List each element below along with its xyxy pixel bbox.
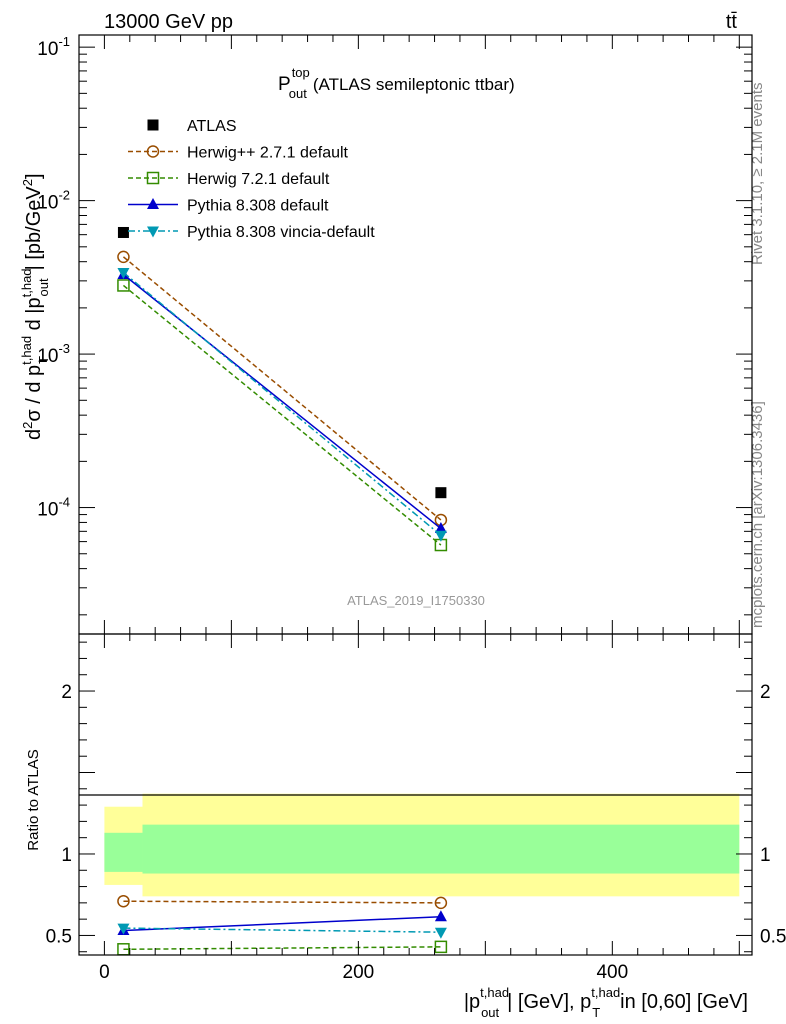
main-y-tick-label: 10-2 [37,188,70,214]
plot-title: Ptop out (ATLAS semileptonic ttbar) [278,65,515,101]
main-line-herwig-2-7-1-default [122,256,442,521]
ratio-line-pythia-8-308-default [123,915,441,932]
legend-label-atlas: ATLAS [187,118,237,135]
ratio-x-tick-label: 400 [596,962,628,983]
main-point-pythia-8-308-default [434,522,447,534]
ratio-line-pythia-8-308-vincia-default [123,927,441,933]
ratio-line-herwig-7-2-1-default [123,946,441,951]
legend-marker-pythia-8-308-default [147,198,159,209]
ratio-band-layer [104,793,740,897]
ratio-ylabel: Ratio to ATLAS [25,749,42,850]
main-point-atlas [435,487,447,499]
axes-layer: 10-1 10-2 10-3 10-4 0 200 400 0.5 0.5 1 1 2 2 [37,34,786,983]
main-series-layer [117,226,448,552]
legend: ATLAS Herwig++ 2.7.1 default Herwig 7.2.1 … [128,118,375,241]
main-y-tick-label: 10-3 [37,341,70,367]
rivet-label: Rivet 3.1.10, ≥ 2.1M events [749,83,766,266]
main-point-pythia-8-308-vincia-default [434,530,447,542]
ratio-point-herwig-7-2-1-default [434,940,448,954]
main-line-pythia-8-308-vincia-default [122,271,442,536]
ratio-x-tick-label: 0 [99,962,110,983]
main-line-herwig-7-2-1-default [122,284,442,546]
ratio-point-pythia-8-308-vincia-default [434,927,447,939]
legend-marker-herwig-7-2-1-default [146,171,160,185]
main-line-pythia-8-308-default [122,273,442,530]
main-y-tick-label: 10-4 [37,495,70,521]
uncertainty-band-green-1 [142,824,740,874]
ratio-point-pythia-8-308-default [434,910,447,922]
ratio-y-tick-label-right: 0.5 [760,926,786,947]
process-label: tt̄ [726,11,738,33]
ratio-frame [78,633,753,956]
legend-marker-pythia-8-308-vincia-default [147,226,159,238]
ratio-line-herwig-2-7-1-default [123,900,441,904]
legend-label-pythia-8-308-default: Pythia 8.308 default [187,198,329,215]
legend-label-herwig-2-7-1-default: Herwig++ 2.7.1 default [187,145,349,162]
uncertainty-band-green-0 [104,832,143,872]
main-frame [78,34,753,635]
mcplots-label: mcplots.cern.ch [arXiv:1306.3436] [749,401,766,628]
main-point-herwig-2-7-1-default [117,250,130,264]
analysis-tag: ATLAS_2019_I1750330 [347,593,485,608]
energy-label: 13000 GeV pp [104,11,233,33]
ratio-y-tick-label: 1 [61,845,72,866]
legend-label-herwig-7-2-1-default: Herwig 7.2.1 default [187,171,330,188]
ratio-series-layer [117,894,448,956]
ratio-point-herwig-2-7-1-default [434,896,448,910]
legend-marker-herwig-2-7-1-default [146,145,160,158]
ratio-panel: Ratio to ATLAS |pt,had out | [GeV], pt,had… [25,749,752,1020]
main-panel: Ptop out (ATLAS semileptonic ttbar) ATLAS_… [19,65,515,608]
main-point-atlas [117,226,129,238]
main-point-pythia-8-308-vincia-default [117,268,130,280]
ratio-point-pythia-8-308-vincia-default [117,923,130,935]
main-y-tick-label: 10-1 [37,34,70,60]
ratio-y-tick-label: 0.5 [46,926,72,947]
ratio-y-tick-label-right: 1 [760,845,771,866]
ratio-y-tick-label-right: 2 [760,682,771,703]
ratio-point-herwig-2-7-1-default [117,894,130,908]
legend-label-pythia-8-308-vincia-default: Pythia 8.308 vincia-default [187,224,375,241]
main-point-herwig-7-2-1-default [117,279,130,292]
legend-marker-atlas [147,119,159,131]
ratio-y-tick-label: 2 [61,682,72,703]
ratio-x-tick-label: 200 [343,962,375,983]
